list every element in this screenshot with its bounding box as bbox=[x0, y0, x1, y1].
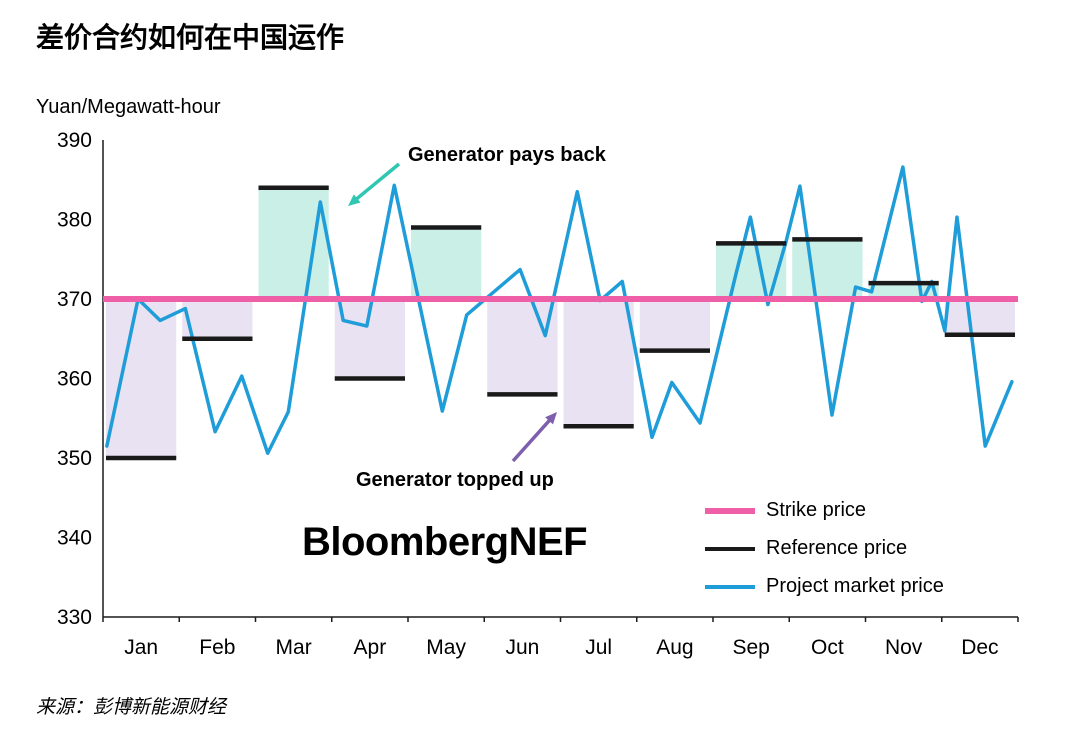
legend-label-reference-price: Reference price bbox=[766, 537, 908, 559]
pays-back-arrow-head bbox=[348, 194, 361, 206]
legend-item-project-market-price: Project market price bbox=[705, 573, 944, 600]
topped-up-arrow-head bbox=[545, 412, 557, 425]
page-title: 差价合约如何在中国运作 bbox=[36, 22, 345, 53]
x-tick-label: Nov bbox=[885, 636, 923, 659]
project-market-price-swatch bbox=[705, 584, 755, 589]
pays-back-band bbox=[792, 239, 863, 299]
x-tick-label: May bbox=[426, 636, 466, 659]
legend-item-reference-price: Reference price bbox=[705, 535, 944, 562]
annotation-generator-pays-back: Generator pays back bbox=[408, 144, 606, 166]
x-tick-label: Aug bbox=[656, 636, 693, 659]
y-tick-label: 340 bbox=[57, 527, 92, 550]
topped-up-band bbox=[487, 299, 558, 395]
x-tick-label: Jan bbox=[124, 636, 158, 659]
y-tick-label: 350 bbox=[57, 447, 92, 470]
legend-item-strike-price: Strike price bbox=[705, 497, 944, 524]
x-tick-label: Oct bbox=[811, 636, 844, 659]
chart-legend: Strike price Reference price Project mar… bbox=[705, 497, 944, 611]
strike-price-swatch bbox=[705, 507, 755, 514]
pays-back-band bbox=[716, 243, 787, 299]
y-axis-unit-label: Yuan/Megawatt-hour bbox=[36, 96, 221, 118]
x-tick-label: Feb bbox=[199, 636, 235, 659]
topped-up-band bbox=[563, 299, 634, 427]
annotation-generator-topped-up: Generator topped up bbox=[356, 469, 554, 491]
x-tick-label: Mar bbox=[276, 636, 312, 659]
legend-label-project-market-price: Project market price bbox=[766, 575, 944, 597]
y-tick-label: 330 bbox=[57, 606, 92, 629]
x-tick-label: Dec bbox=[961, 636, 998, 659]
topped-up-band bbox=[944, 299, 1015, 335]
pays-back-band bbox=[411, 227, 482, 299]
pays-back-band bbox=[258, 187, 329, 299]
topped-up-band bbox=[639, 299, 710, 351]
topped-up-band bbox=[182, 299, 253, 339]
bloombergnef-logo: BloombergNEF bbox=[302, 520, 588, 564]
source-note: 来源：彭博新能源财经 bbox=[36, 697, 227, 718]
pays-back-arrow bbox=[351, 162, 401, 204]
x-tick-label: Jul bbox=[585, 636, 612, 659]
x-tick-label: Apr bbox=[354, 636, 387, 659]
legend-label-strike-price: Strike price bbox=[766, 499, 867, 521]
topped-up-band bbox=[106, 299, 177, 458]
topped-up-arrow bbox=[511, 415, 555, 463]
y-tick-label: 390 bbox=[57, 129, 92, 152]
reference-price-swatch bbox=[705, 546, 755, 551]
x-tick-label: Jun bbox=[505, 636, 539, 659]
y-tick-label: 370 bbox=[57, 288, 92, 311]
y-tick-label: 380 bbox=[57, 209, 92, 232]
x-tick-label: Sep bbox=[732, 636, 769, 659]
y-tick-label: 360 bbox=[57, 368, 92, 391]
market-price-line bbox=[105, 165, 1014, 455]
